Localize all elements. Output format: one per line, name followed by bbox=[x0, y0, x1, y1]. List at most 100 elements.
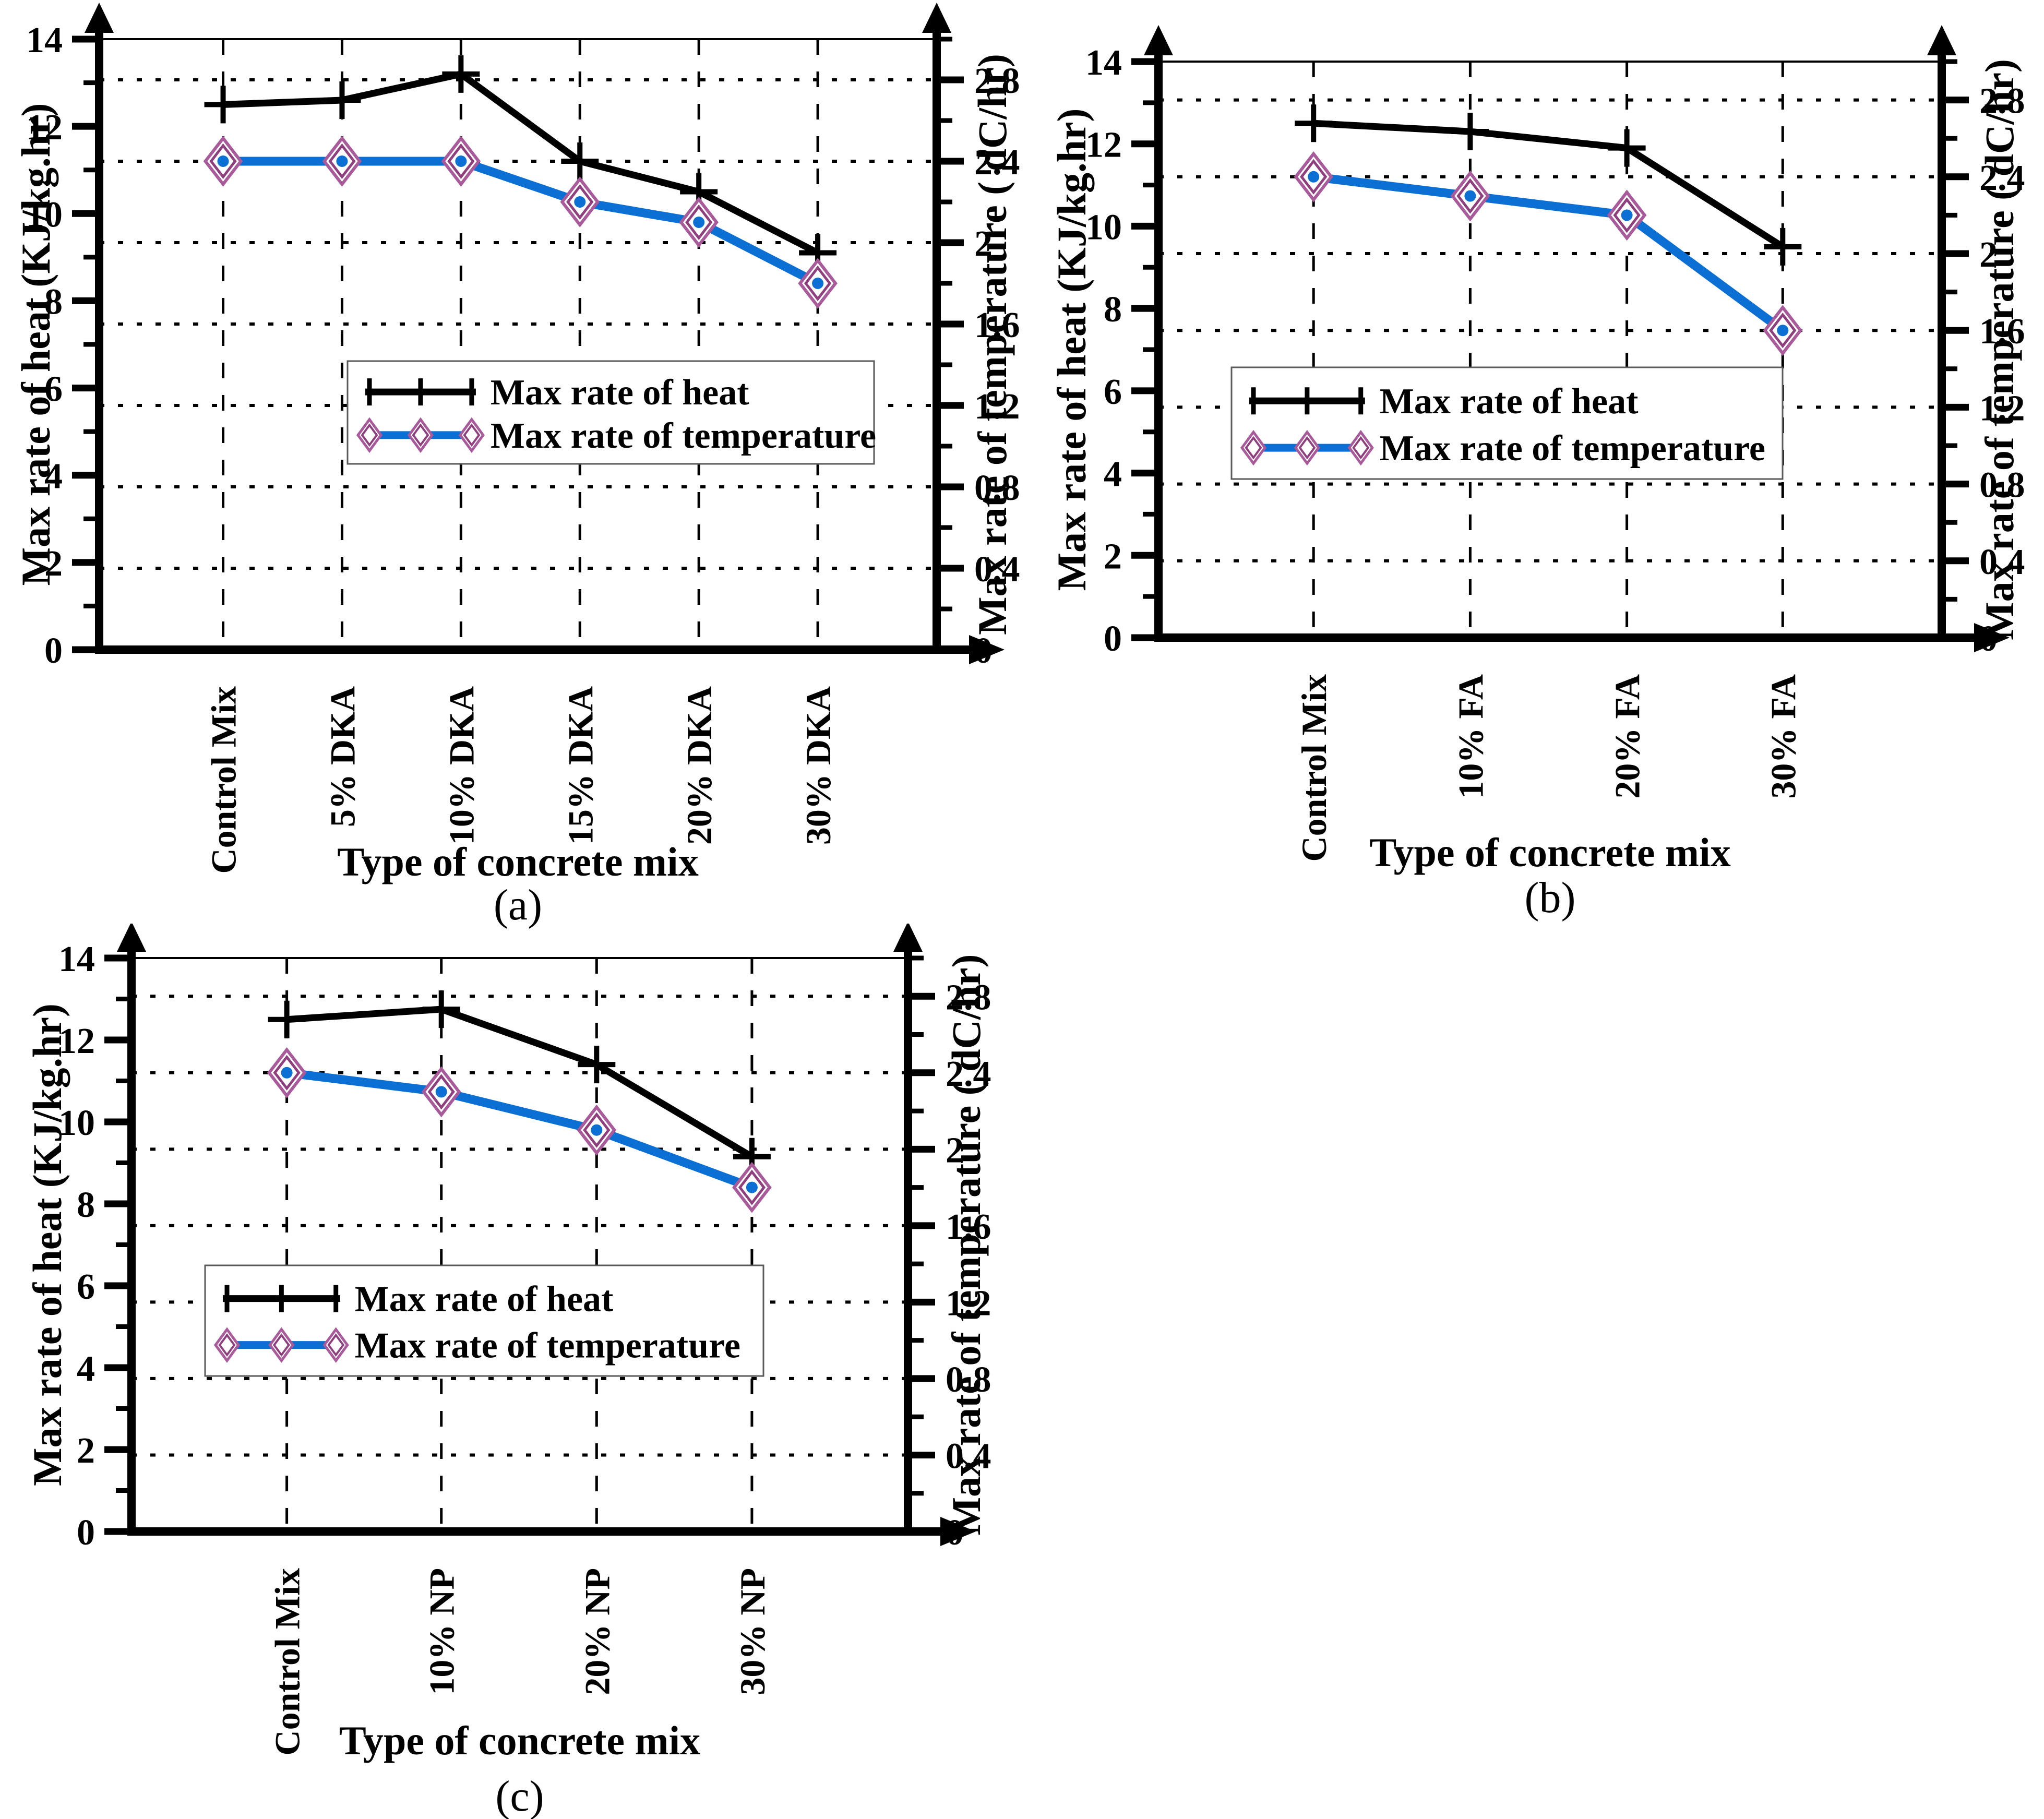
right-tick-label: 1.6 bbox=[946, 1207, 991, 1247]
left-tick-label: 10 bbox=[58, 1103, 95, 1143]
axes: 0 2 4 6 8 10 12 14 0 0.4 0.8 1.2 1.6 2 2.4 2.8 bbox=[26, 3, 1020, 671]
x-axis-title: Type of concrete mix bbox=[1369, 830, 1730, 875]
left-tick-label: 0 bbox=[44, 631, 63, 671]
right-tick-label: 2.4 bbox=[946, 1054, 991, 1094]
left-tick-label: 10 bbox=[1085, 207, 1122, 247]
x-category-label: 30% FA bbox=[1763, 674, 1803, 799]
series-max-rate-of-heat bbox=[1295, 104, 1802, 266]
legend-box bbox=[204, 1264, 764, 1377]
right-axis-arrow bbox=[1927, 25, 1956, 55]
left-tick-label: 10 bbox=[26, 195, 63, 235]
left-axis-title: Max rate of heat (KJ/kg.hr) bbox=[13, 103, 58, 586]
x-category-label: 30% DKA bbox=[798, 686, 838, 845]
right-axis-title: Max rate of temperature ( dC/hr) bbox=[970, 54, 1015, 635]
x-category-label: Control Mix bbox=[1294, 674, 1334, 862]
left-axis-arrow bbox=[85, 3, 114, 33]
legend-label-heat: Max rate of heat bbox=[355, 1279, 614, 1320]
left-tick-label: 6 bbox=[1104, 372, 1122, 412]
right-tick-label: 0 bbox=[974, 631, 993, 671]
x-category-label: Control Mix bbox=[268, 1568, 307, 1756]
right-axis-title: Max rate of temperature ( dC/hr) bbox=[943, 954, 989, 1535]
series-max-rate-of-heat bbox=[204, 55, 837, 272]
left-tick-label: 4 bbox=[77, 1349, 95, 1389]
x-category-label: 20% NP bbox=[577, 1568, 617, 1695]
gridlines bbox=[132, 958, 908, 1531]
series-max-rate-of-temperature bbox=[203, 136, 838, 309]
left-tick-label: 12 bbox=[58, 1021, 95, 1061]
legend-label-temperature: Max rate of temperature bbox=[491, 416, 876, 456]
legend: Max rate of heat Max rate of temperature bbox=[204, 1264, 764, 1377]
right-tick-label: 2 bbox=[974, 224, 993, 264]
right-tick-label: 0.4 bbox=[1979, 542, 2025, 582]
left-axis-title: Max rate of heat (KJ/kg.hr) bbox=[1049, 109, 1094, 591]
right-tick-label: 1.2 bbox=[1979, 388, 2025, 428]
left-tick-label: 0 bbox=[77, 1513, 95, 1553]
series-max-rate-of-temperature bbox=[1294, 151, 1803, 356]
x-axis-title: Type of concrete mix bbox=[337, 839, 698, 884]
legend-label-temperature: Max rate of temperature bbox=[355, 1326, 740, 1366]
figure-panel-b: 0 2 4 6 8 10 12 14 0 0.4 0.8 1.2 1.6 2 2.4 2.8 Control M… bbox=[1023, 0, 2044, 934]
left-axis-arrow bbox=[117, 924, 146, 952]
right-tick-label: 0 bbox=[946, 1513, 964, 1553]
left-tick-label: 14 bbox=[26, 20, 63, 61]
left-axis-title: Max rate of heat (KJ/kg.hr) bbox=[25, 1003, 70, 1486]
left-tick-label: 4 bbox=[44, 457, 63, 497]
right-tick-label: 2.8 bbox=[1979, 81, 2025, 122]
axes: 0 2 4 6 8 10 12 14 0 0.4 0.8 1.2 1.6 2 2.4 2.8 bbox=[58, 924, 991, 1553]
left-tick-label: 6 bbox=[77, 1267, 95, 1307]
right-axis-title: Max rate of temperature ( dC/hr) bbox=[1977, 59, 2022, 640]
x-category-label: Control Mix bbox=[204, 686, 244, 874]
gridlines bbox=[99, 39, 937, 650]
x-category-label: 30% NP bbox=[733, 1568, 772, 1695]
x-axis-arrow bbox=[1974, 623, 2010, 652]
right-tick-label: 2.8 bbox=[946, 977, 991, 1018]
chart-c: 0 2 4 6 8 10 12 14 0 0.4 0.8 1.2 1.6 2 2.4 2.8 Control M… bbox=[25, 924, 991, 1819]
x-category-label: 20% DKA bbox=[679, 686, 719, 845]
left-tick-label: 8 bbox=[44, 282, 63, 322]
figure-panel-a: 0 2 4 6 8 10 12 14 0 0.4 0.8 1.2 1.6 2 2.4 2.8 Control M… bbox=[0, 0, 1023, 934]
subplot-caption: (c) bbox=[495, 1772, 544, 1819]
right-tick-label: 0.8 bbox=[1979, 465, 2025, 506]
right-tick-label: 0 bbox=[1979, 619, 1998, 659]
left-tick-label: 8 bbox=[1104, 290, 1122, 330]
left-tick-label: 2 bbox=[44, 544, 63, 584]
right-tick-label: 1.6 bbox=[974, 305, 1020, 345]
figure-panel-c: 0 2 4 6 8 10 12 14 0 0.4 0.8 1.2 1.6 2 2.4 2.8 Control M… bbox=[0, 924, 1023, 1819]
right-tick-label: 1.2 bbox=[974, 387, 1020, 427]
right-axis-arrow bbox=[893, 924, 923, 952]
subplot-caption: (a) bbox=[494, 881, 542, 929]
left-tick-label: 0 bbox=[1104, 619, 1122, 659]
x-category-label: 15% DKA bbox=[560, 686, 600, 845]
left-tick-label: 14 bbox=[58, 939, 95, 979]
right-tick-label: 0.8 bbox=[946, 1360, 991, 1400]
left-tick-label: 12 bbox=[1085, 125, 1122, 165]
x-category-label: 20% FA bbox=[1608, 674, 1647, 799]
series-max-rate-of-heat bbox=[268, 990, 771, 1176]
x-category-label: 5% DKA bbox=[322, 686, 362, 827]
x-category-label: 10% FA bbox=[1451, 674, 1490, 799]
series-max-rate-of-temperature bbox=[267, 1047, 772, 1213]
x-axis-title: Type of concrete mix bbox=[339, 1718, 700, 1763]
x-category-labels: Control Mix 5% DKA 10% DKA 15% DKA 20% DKA 30… bbox=[204, 686, 839, 874]
x-axis-arrow bbox=[969, 635, 1005, 664]
legend-box bbox=[346, 360, 875, 465]
axes: 0 2 4 6 8 10 12 14 0 0.4 0.8 1.2 1.6 2 2.4 2.8 bbox=[1085, 25, 2025, 659]
legend-box bbox=[1230, 366, 1784, 480]
right-axis-arrow bbox=[922, 3, 951, 33]
right-tick-label: 2.8 bbox=[974, 61, 1020, 101]
chart-b: 0 2 4 6 8 10 12 14 0 0.4 0.8 1.2 1.6 2 2.4 2.8 Control M… bbox=[1049, 25, 2025, 922]
left-tick-label: 8 bbox=[77, 1185, 95, 1225]
right-tick-label: 2 bbox=[1979, 235, 1998, 275]
right-tick-label: 0.4 bbox=[974, 549, 1020, 590]
right-tick-label: 2.4 bbox=[974, 142, 1020, 183]
right-tick-label: 2 bbox=[946, 1130, 964, 1170]
x-category-label: 10% NP bbox=[422, 1568, 462, 1695]
right-tick-label: 0.4 bbox=[946, 1436, 991, 1476]
right-tick-label: 1.2 bbox=[946, 1283, 991, 1323]
chart-a: 0 2 4 6 8 10 12 14 0 0.4 0.8 1.2 1.6 2 2.4 2.8 Control M… bbox=[13, 3, 1020, 929]
subplot-caption: (b) bbox=[1525, 873, 1576, 922]
legend-label-heat: Max rate of heat bbox=[1380, 381, 1639, 422]
left-tick-label: 2 bbox=[1104, 536, 1122, 577]
